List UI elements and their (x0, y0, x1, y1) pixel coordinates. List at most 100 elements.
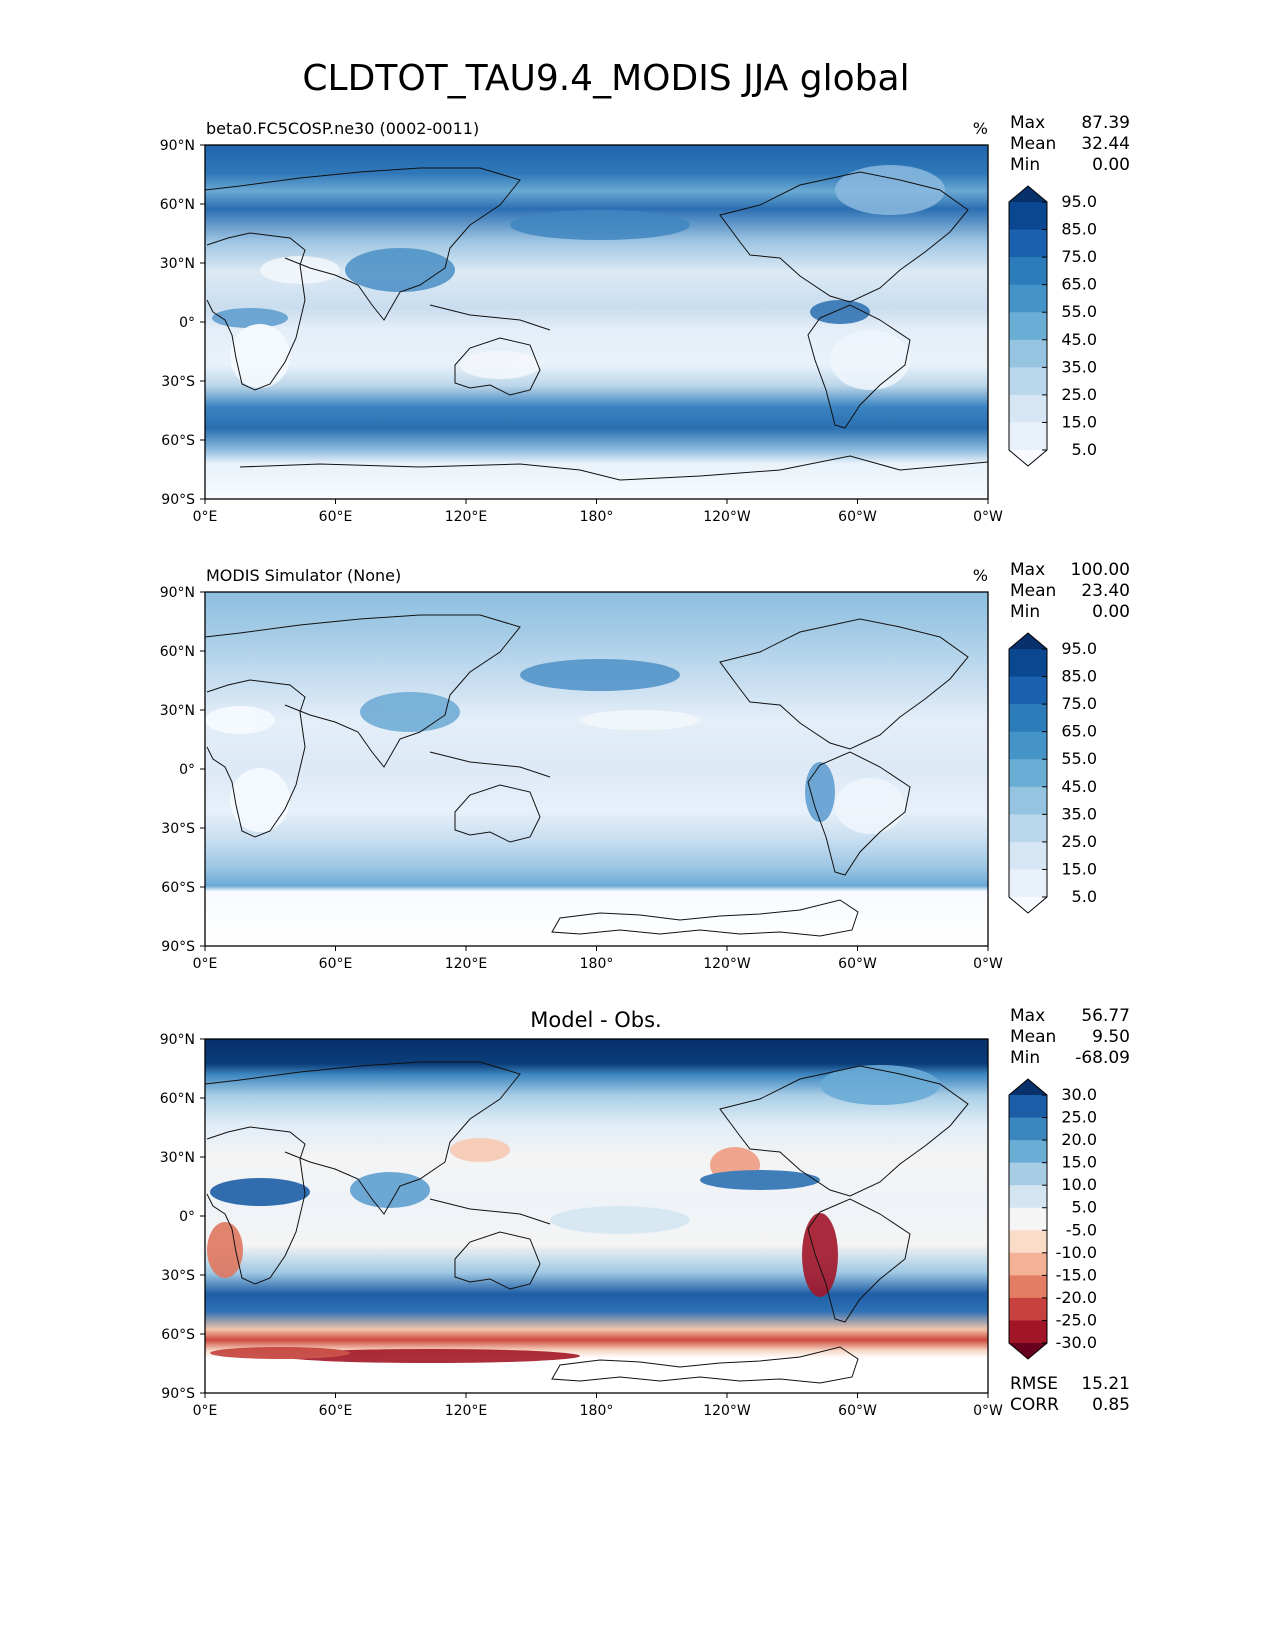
colorbar-swatch (1009, 731, 1047, 760)
colorbar-swatch (1009, 339, 1047, 368)
stat-label-max: Max (1010, 560, 1045, 580)
colorbar-swatch (1009, 1275, 1047, 1299)
x-tick-label: 60°E (319, 509, 353, 525)
colorbar-tick-label: 35.0 (1061, 804, 1097, 823)
y-tick-label: 60°S (161, 1327, 195, 1343)
colorbar-swatch (1009, 367, 1047, 396)
y-tick-label: 30°N (160, 703, 195, 719)
x-tick-label: 120°E (445, 956, 488, 972)
stat-label-min: Min (1010, 155, 1040, 175)
panel-test: beta0.FC5COSP.ne30 (0002-0011) % Max Mea… (160, 113, 1130, 525)
colorbar-swatch (1009, 759, 1047, 788)
colorbar-swatch (1009, 422, 1047, 451)
y-tick-label: 30°N (160, 256, 195, 272)
colorbar-swatch (1009, 284, 1047, 313)
x-tick-label: 120°W (703, 956, 751, 972)
stat-value-min: 0.00 (1092, 602, 1130, 622)
stat-value-min: -68.09 (1075, 1048, 1130, 1068)
x-tick-label: 120°E (445, 509, 488, 525)
colorbar-swatch (1009, 312, 1047, 341)
colorbar-tick-label: 75.0 (1061, 247, 1097, 266)
x-tick-label: 180° (580, 1403, 614, 1419)
stat-label-mean: Mean (1010, 134, 1056, 154)
x-tick-label: 60°E (319, 956, 353, 972)
stats-block: Max Mean Min 56.77 9.50 -68.09 RMSE CORR… (1010, 1006, 1130, 1415)
colorbar-swatch (1009, 1162, 1047, 1186)
y-tick-label: 30°N (160, 1150, 195, 1166)
stat-label-max: Max (1010, 1006, 1045, 1026)
y-tick-label: 0° (179, 1209, 195, 1225)
colorbar-swatch (1009, 229, 1047, 258)
colorbar-tick-label: 15.0 (1061, 1153, 1097, 1172)
map-field (205, 592, 988, 946)
colorbar-tick-label: 45.0 (1061, 777, 1097, 796)
colorbar-tick-label: 85.0 (1061, 667, 1097, 686)
colorbar-extend-top (1009, 1079, 1047, 1095)
x-tick-label: 0°E (193, 956, 218, 972)
x-tick-label: 60°W (838, 1403, 877, 1419)
colorbar-tick-label: 55.0 (1061, 302, 1097, 321)
stat-value-max: 100.00 (1071, 560, 1130, 580)
panel-units: % (973, 119, 988, 138)
colorbar-tick-label: -20.0 (1056, 1288, 1097, 1307)
x-tick-label: 0°E (193, 1403, 218, 1419)
stat-label-min: Min (1010, 602, 1040, 622)
panel-left-title: MODIS Simulator (None) (206, 566, 401, 585)
colorbar-swatch (1009, 1185, 1047, 1209)
coastlines (204, 614, 969, 937)
y-tick-label: 90°N (160, 585, 195, 601)
colorbar-swatch (1009, 1320, 1047, 1344)
y-tick-label: 30°S (161, 821, 195, 837)
y-tick-label: 30°S (161, 374, 195, 390)
coastlines (204, 167, 989, 481)
stat-label-max: Max (1010, 113, 1045, 133)
colorbar-tick-label: 45.0 (1061, 330, 1097, 349)
y-tick-label: 60°S (161, 880, 195, 896)
colorbar-swatch (1009, 1252, 1047, 1276)
colorbar-tick-label: 65.0 (1061, 275, 1097, 294)
x-tick-label: 180° (580, 509, 614, 525)
colorbar-tick-label: 55.0 (1061, 749, 1097, 768)
colorbar-tick-label: 65.0 (1061, 722, 1097, 741)
y-tick-label: 0° (179, 315, 195, 331)
colorbar-tick-label: 5.0 (1072, 1198, 1097, 1217)
x-tick-label: 60°E (319, 1403, 353, 1419)
colorbar-swatch (1009, 676, 1047, 705)
x-tick-label: 120°E (445, 1403, 488, 1419)
map-field-features (212, 165, 945, 390)
colorbar-swatch (1009, 704, 1047, 733)
colorbar: 95.0 85.0 75.0 65.0 55.0 45.0 35.0 25.0 15.0 5.0 (1008, 185, 1097, 467)
colorbar: 95.0 85.0 75.0 65.0 55.0 45.0 35.0 25.0 15.0 5.0 (1008, 632, 1097, 914)
stat-value-rmse: 15.21 (1081, 1374, 1130, 1394)
stat-value-mean: 23.40 (1081, 581, 1130, 601)
map-field-features (207, 1065, 940, 1363)
panel-center-title: Model - Obs. (530, 1008, 661, 1032)
y-tick-label: 90°N (160, 1032, 195, 1048)
panel-reference: MODIS Simulator (None) % Max Mean Min 10… (160, 560, 1130, 972)
colorbar-tick-label: -25.0 (1056, 1310, 1097, 1329)
stat-value-max: 87.39 (1081, 113, 1130, 133)
figure-title: CLDTOT_TAU9.4_MODIS JJA global (302, 58, 909, 99)
x-tick-label: 120°W (703, 509, 751, 525)
x-tick-label: 60°W (838, 956, 877, 972)
colorbar-swatch (1009, 814, 1047, 843)
colorbar-tick-label: 30.0 (1061, 1085, 1097, 1104)
colorbar-swatch (1009, 1207, 1047, 1231)
x-tick-label: 120°W (703, 1403, 751, 1419)
panel-difference: Model - Obs. Max Mean Min 56.77 9.50 -68… (160, 1006, 1130, 1419)
y-tick-label: 60°N (160, 197, 195, 213)
stat-label-mean: Mean (1010, 581, 1056, 601)
colorbar-tick-label: 95.0 (1061, 192, 1097, 211)
panel-left-title: beta0.FC5COSP.ne30 (0002-0011) (206, 119, 479, 138)
colorbar-tick-label: -30.0 (1056, 1333, 1097, 1352)
axes: 0°E 60°E 120°E 180° 120°W 60°W 0°W 90°N 60°N 30°N… (160, 585, 1003, 972)
y-tick-label: 60°S (161, 433, 195, 449)
colorbar-tick-label: 25.0 (1061, 385, 1097, 404)
x-tick-label: 0°W (973, 956, 1003, 972)
map-field-features (205, 659, 905, 834)
colorbar-swatch (1009, 1297, 1047, 1322)
colorbar-tick-label: 20.0 (1061, 1130, 1097, 1149)
y-tick-label: 60°N (160, 1091, 195, 1107)
colorbar-swatch (1009, 869, 1047, 898)
stat-value-corr: 0.85 (1092, 1395, 1130, 1415)
